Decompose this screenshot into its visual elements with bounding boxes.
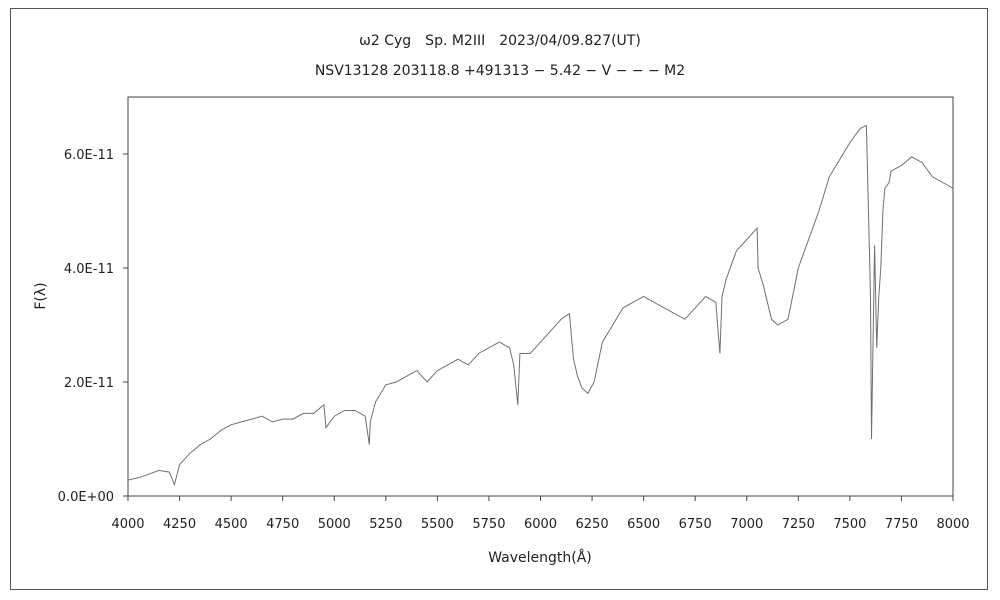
x-tick-label: 7750 bbox=[885, 517, 918, 532]
x-tick-label: 6250 bbox=[576, 517, 609, 532]
x-tick-label: 7000 bbox=[730, 517, 763, 532]
plot-area bbox=[127, 96, 954, 497]
x-tick-label: 4750 bbox=[266, 517, 299, 532]
chart-frame bbox=[10, 8, 988, 590]
chart-title: ω2 Cyg Sp. M2III 2023/04/09.827(UT) bbox=[359, 33, 641, 49]
y-tick-label: 6.0E-11 bbox=[64, 148, 114, 163]
x-tick-label: 7500 bbox=[833, 517, 866, 532]
x-axis-title: Wavelength(Å) bbox=[488, 549, 592, 566]
y-axis-title: F(λ) bbox=[33, 282, 49, 309]
y-tick-label: 4.0E-11 bbox=[64, 262, 114, 277]
x-tick-label: 6500 bbox=[627, 517, 660, 532]
y-tick-label: 0.0E+00 bbox=[58, 490, 114, 505]
y-tick-label: 2.0E-11 bbox=[64, 376, 114, 391]
x-tick-label: 7250 bbox=[782, 517, 815, 532]
spectrum-series-line bbox=[127, 124, 954, 487]
x-tick-label: 8000 bbox=[936, 517, 969, 532]
x-tick-label: 5750 bbox=[472, 517, 505, 532]
x-tick-label: 4000 bbox=[111, 517, 144, 532]
x-tick-label: 4250 bbox=[163, 517, 196, 532]
chart-subtitle: NSV13128 203118.8 +491313 − 5.42 − V − −… bbox=[314, 63, 686, 79]
x-tick-label: 6000 bbox=[524, 517, 557, 532]
x-tick-label: 6750 bbox=[679, 517, 712, 532]
axis-ticks: 4000 4250 4500 4750 5000 5250 5500 5750 6000 6250… bbox=[58, 148, 970, 532]
x-tick-label: 4500 bbox=[215, 517, 248, 532]
x-tick-label: 5500 bbox=[421, 517, 454, 532]
x-tick-label: 5000 bbox=[318, 517, 351, 532]
x-tick-label: 5250 bbox=[369, 517, 402, 532]
